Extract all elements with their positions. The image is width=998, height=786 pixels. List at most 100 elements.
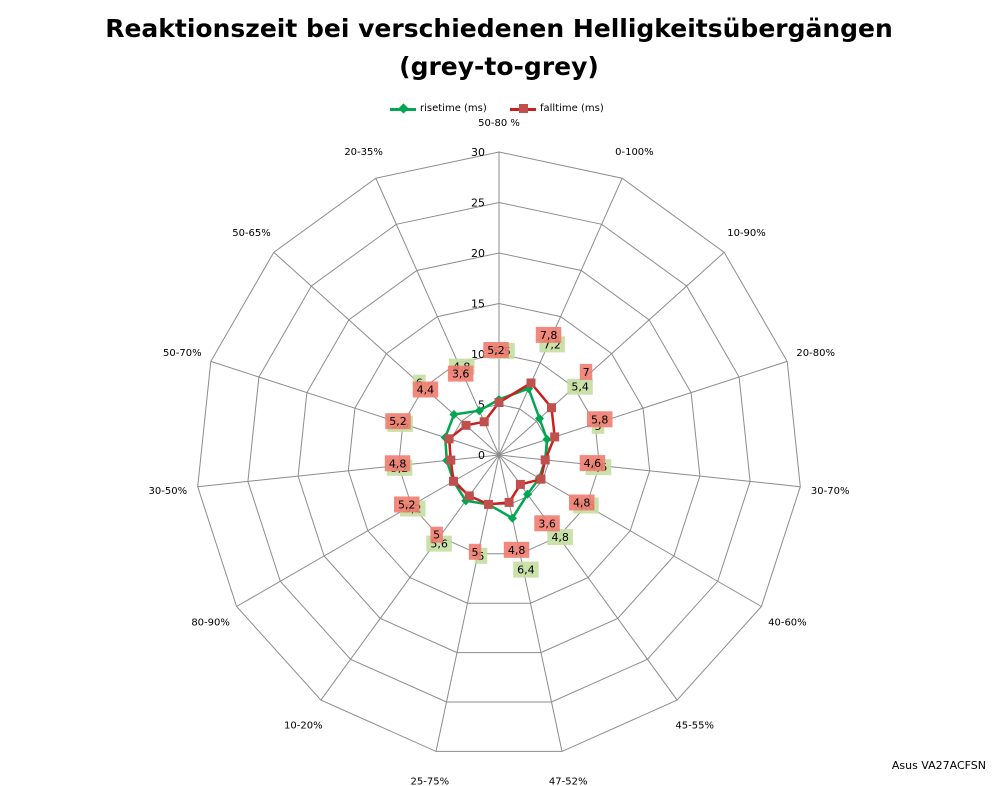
falltime-point-marker	[504, 497, 514, 507]
data-label-bg	[468, 543, 482, 560]
radial-tick-label: 15	[471, 298, 485, 311]
legend: risetime (ms) falltime (ms)	[0, 100, 998, 118]
data-label-bg	[547, 529, 573, 546]
series-line-falltime	[447, 381, 556, 506]
chart-title-line-2: (grey-to-grey)	[399, 52, 599, 81]
grid-spoke	[498, 177, 623, 456]
data-label-bg	[430, 526, 443, 543]
radial-ticks: 0 5 10 15 20 25 30	[471, 146, 485, 462]
data-label-falltime: 5	[433, 529, 440, 542]
data-label-bg	[385, 413, 411, 430]
category-labels: 50-80 % 0-100% 10-90% 20-80% 30-70% 40-60% 45-…	[149, 118, 850, 786]
category-label: 30-70%	[811, 486, 850, 497]
chart-title-line-1: Reaktionszeit bei verschiedenen Helligke…	[105, 14, 893, 43]
grid-ring	[398, 353, 600, 555]
grid-spoke	[273, 251, 500, 456]
series-line-risetime	[443, 387, 549, 520]
category-label: 0-100%	[615, 147, 654, 158]
data-label-bg	[394, 496, 420, 513]
data-label-falltime: 5	[472, 546, 479, 559]
data-labels: 5,57,25,454,64,64,86,455,65,25,25,664,85…	[384, 326, 613, 578]
grid-ring	[297, 252, 701, 654]
falltime-point-marker	[449, 476, 458, 486]
data-label-bg	[535, 326, 562, 343]
category-label: 47-52%	[549, 777, 588, 786]
data-label-falltime: 4,8	[389, 457, 407, 470]
legend-label-risetime: risetime (ms)	[420, 103, 487, 114]
watermark-text: Asus VA27ACFSN	[891, 759, 986, 772]
falltime-point-marker	[446, 455, 456, 465]
category-label: 10-20%	[284, 720, 323, 731]
data-label-bg	[579, 363, 593, 380]
category-label: 50-65%	[232, 228, 271, 239]
grid-spoke	[498, 360, 788, 456]
data-label-bg	[579, 455, 606, 472]
radial-tick-label: 20	[471, 247, 485, 260]
category-label: 50-70%	[163, 348, 202, 359]
data-label-falltime: 4,8	[573, 497, 591, 510]
data-label-falltime: 4,4	[417, 384, 435, 397]
risetime-point-marker	[542, 434, 552, 444]
grid-spoke	[236, 454, 500, 607]
chart-title: Reaktionszeit bei verschiedenen Helligke…	[0, 10, 998, 86]
data-label-bg	[513, 561, 539, 578]
data-label-falltime: 3,6	[452, 368, 470, 381]
data-label-falltime: 4,6	[584, 457, 602, 470]
radial-tick-label: 5	[478, 399, 485, 412]
data-label-falltime: 7	[583, 366, 590, 379]
category-label: 45-55%	[675, 720, 714, 731]
series-lines	[440, 378, 560, 523]
data-label-bg	[534, 515, 560, 532]
data-label-bg	[412, 381, 439, 398]
radial-tick-label: 25	[471, 197, 485, 210]
data-label-risetime: 5,4	[571, 381, 589, 394]
data-label-bg	[587, 411, 613, 428]
falltime-point-marker	[540, 455, 550, 465]
data-label-falltime: 5,8	[591, 413, 609, 426]
grid-ring	[197, 151, 801, 752]
radial-tick-label: 0	[478, 449, 485, 462]
grid-ring	[247, 201, 751, 703]
category-label: 20-80%	[796, 348, 835, 359]
falltime-point-marker	[461, 420, 471, 430]
data-label-bg	[503, 541, 530, 558]
falltime-point-marker	[479, 417, 489, 427]
falltime-point-marker	[515, 479, 525, 489]
category-label: 30-50%	[149, 486, 188, 497]
data-label-bg	[569, 494, 595, 511]
data-label-falltime: 5,2	[389, 415, 407, 428]
grid-spoke	[498, 251, 725, 456]
falltime-point-marker	[526, 378, 536, 388]
data-label-bg	[567, 378, 593, 395]
radar-grid	[197, 151, 801, 752]
data-label-falltime: 4,8	[508, 544, 526, 557]
category-label: 50-80 %	[478, 118, 520, 129]
falltime-point-marker	[494, 398, 504, 407]
legend-square-marker	[519, 104, 528, 113]
data-label-falltime: 5,2	[398, 499, 416, 512]
category-label: 80-90%	[191, 618, 230, 629]
radial-tick-label: 10	[471, 348, 485, 361]
falltime-point-marker	[547, 403, 556, 413]
data-label-risetime: 4,8	[551, 531, 569, 544]
falltime-point-marker	[484, 499, 493, 509]
category-label: 40-60%	[768, 618, 807, 629]
data-label-falltime: 7,8	[540, 329, 558, 342]
falltime-point-marker	[536, 474, 546, 484]
category-label: 10-90%	[727, 228, 766, 239]
data-label-risetime: 6,4	[517, 564, 535, 577]
data-label-bg	[447, 365, 474, 382]
falltime-point-marker	[444, 434, 454, 444]
grid-ring	[347, 302, 651, 604]
legend-label-falltime: falltime (ms)	[540, 103, 604, 114]
data-label-falltime: 5,2	[487, 344, 505, 357]
falltime-point-marker	[464, 491, 474, 501]
falltime-point-marker	[550, 432, 560, 442]
category-label: 25-75%	[411, 777, 450, 786]
category-label: 20-35%	[344, 147, 383, 158]
risetime-point-marker	[507, 513, 517, 523]
data-label-bg	[483, 342, 509, 358]
radial-tick-label: 30	[471, 146, 485, 159]
data-label-falltime: 3,6	[538, 517, 556, 530]
